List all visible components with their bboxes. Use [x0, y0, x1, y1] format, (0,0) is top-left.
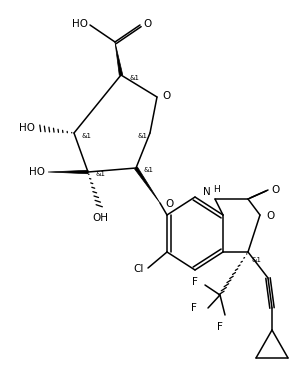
Polygon shape	[135, 167, 160, 203]
Text: &1: &1	[252, 257, 262, 263]
Text: HO: HO	[19, 123, 35, 133]
Text: OH: OH	[92, 213, 108, 223]
Text: O: O	[165, 199, 173, 209]
Text: F: F	[217, 322, 223, 332]
Text: O: O	[271, 185, 279, 195]
Text: H: H	[213, 185, 219, 194]
Text: &1: &1	[82, 133, 92, 139]
Text: &1: &1	[144, 167, 154, 173]
Text: Cl: Cl	[134, 264, 144, 274]
Text: &1: &1	[138, 133, 148, 139]
Text: O: O	[144, 19, 152, 29]
Polygon shape	[115, 42, 123, 75]
Text: HO: HO	[72, 19, 88, 29]
Polygon shape	[48, 170, 88, 174]
Text: HO: HO	[29, 167, 45, 177]
Text: N: N	[203, 187, 211, 197]
Text: O: O	[162, 91, 170, 101]
Text: F: F	[192, 277, 198, 287]
Text: F: F	[191, 303, 197, 313]
Text: &1: &1	[130, 75, 140, 81]
Text: &1: &1	[96, 171, 106, 177]
Text: O: O	[266, 211, 274, 221]
